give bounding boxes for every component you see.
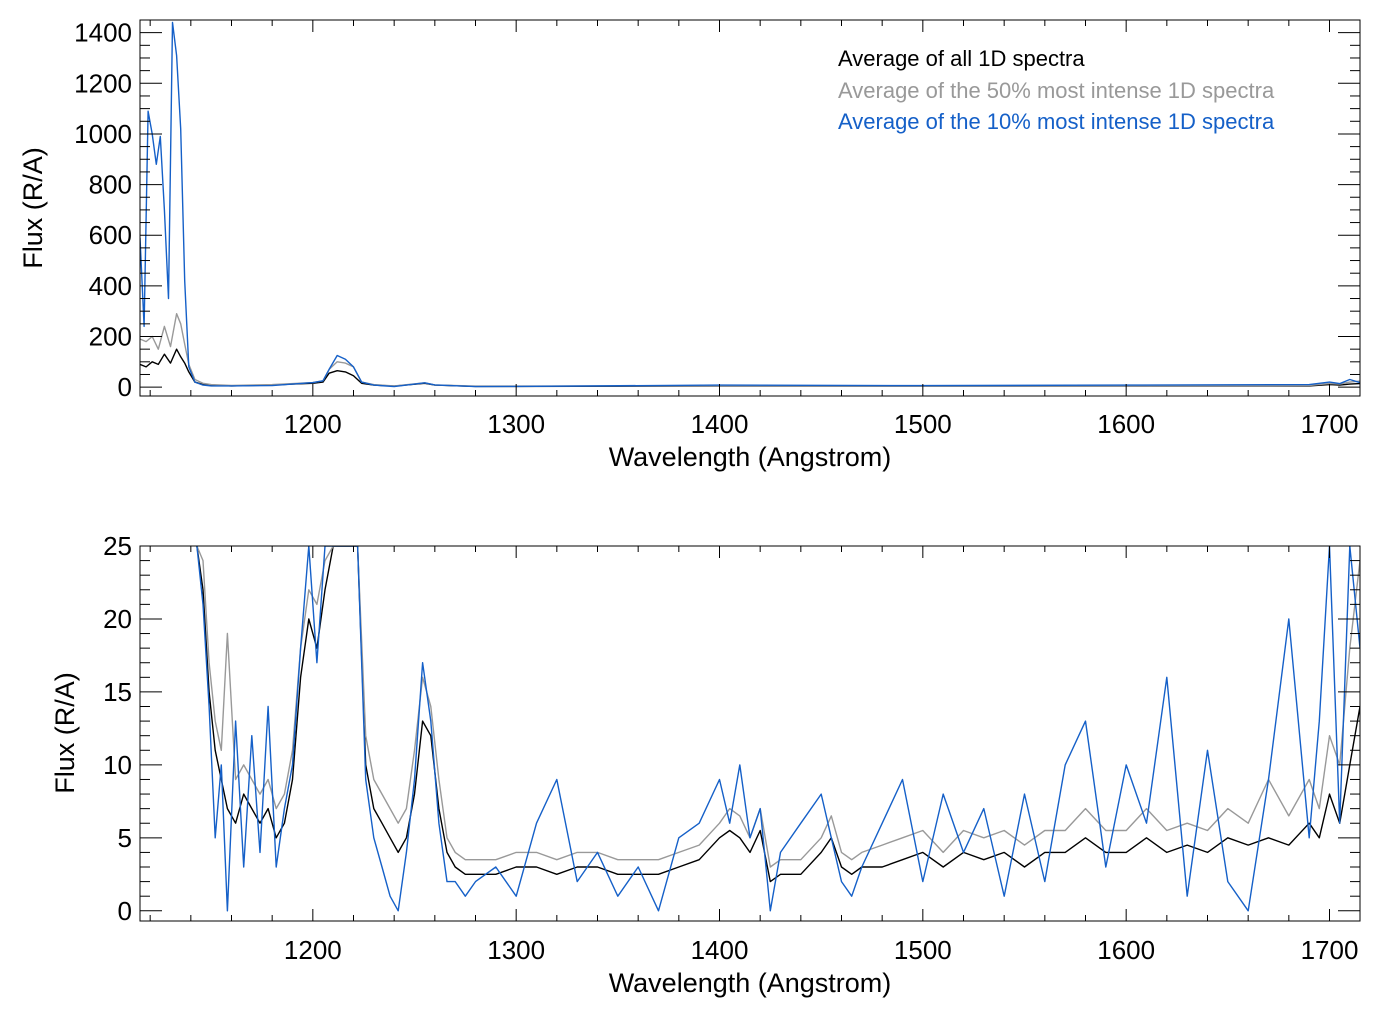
legend-entry-10pct: Average of the 10% most intense 1D spect…	[838, 109, 1275, 134]
series-50pct-intense	[196, 546, 1360, 868]
y-tick-label: 15	[103, 677, 132, 707]
x-tick-label: 1300	[487, 409, 545, 439]
x-tick-label: 1600	[1097, 935, 1155, 965]
y-tick-label: 5	[118, 823, 132, 853]
y-tick-label: 200	[89, 321, 132, 351]
x-tick-label: 1400	[691, 409, 749, 439]
series-10pct-intense	[140, 21, 1360, 388]
top-plot-frame	[139, 19, 1361, 397]
bottom-ticks	[140, 545, 1360, 921]
y-tick-label: 400	[89, 271, 132, 301]
series-10pct-intense	[196, 546, 1360, 912]
bottom-tick-labels: 1200 1300 1400 1500 1600 1700 0 5 10 15 20 25	[103, 531, 1358, 965]
y-tick-label: 20	[103, 604, 132, 634]
y-tick-label: 800	[89, 170, 132, 200]
bottom-panel: 1200 1300 1400 1500 1600 1700 0 5 10 15 20 25 Wavel…	[50, 531, 1361, 998]
y-tick-label: 0	[118, 896, 132, 926]
legend: Average of all 1D spectra Average of the…	[838, 46, 1275, 134]
y-tick-label: 10	[103, 750, 132, 780]
y-tick-label: 1200	[74, 68, 132, 98]
top-y-axis-title: Flux (R/A)	[18, 147, 48, 269]
x-tick-label: 1200	[284, 409, 342, 439]
y-tick-label: 25	[103, 531, 132, 561]
x-tick-label: 1700	[1301, 935, 1359, 965]
x-tick-label: 1500	[894, 935, 952, 965]
legend-entry-all: Average of all 1D spectra	[838, 46, 1085, 71]
x-tick-label: 1300	[487, 935, 545, 965]
top-ticks	[140, 19, 1360, 396]
y-tick-label: 1400	[74, 18, 132, 48]
bottom-y-axis-title: Flux (R/A)	[50, 672, 80, 794]
top-tick-labels: 1200 1300 1400 1500 1600 1700 0 200 400 600 800 100…	[74, 18, 1358, 439]
y-tick-label: 0	[118, 372, 132, 402]
top-x-axis-title: Wavelength (Angstrom)	[609, 442, 892, 472]
legend-entry-50pct: Average of the 50% most intense 1D spect…	[838, 78, 1275, 103]
x-tick-label: 1700	[1301, 409, 1359, 439]
y-tick-label: 600	[89, 220, 132, 250]
series-group	[196, 546, 1360, 912]
x-tick-label: 1600	[1097, 409, 1155, 439]
bottom-plot-area	[196, 546, 1360, 912]
y-tick-label: 1000	[74, 119, 132, 149]
series-all-spectra	[196, 546, 1360, 883]
bottom-x-axis-title: Wavelength (Angstrom)	[609, 968, 892, 998]
x-tick-label: 1200	[284, 935, 342, 965]
x-tick-label: 1400	[691, 935, 749, 965]
bottom-plot-frame	[139, 545, 1361, 922]
top-panel: 1200 1300 1400 1500 1600 1700 0 200 400 600 800 100…	[18, 18, 1361, 472]
x-tick-label: 1500	[894, 409, 952, 439]
